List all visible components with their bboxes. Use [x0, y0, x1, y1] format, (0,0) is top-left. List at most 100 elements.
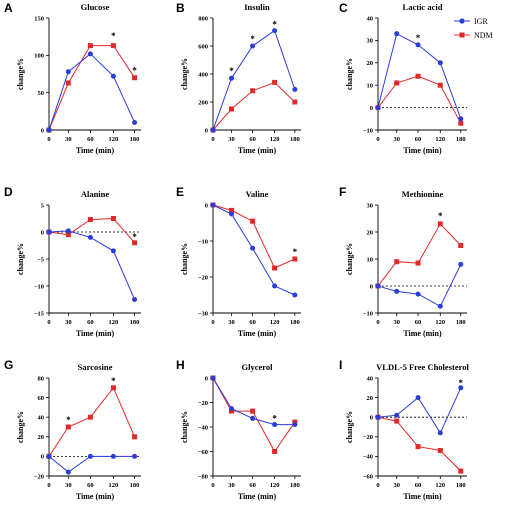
panel-b-point-ndm	[272, 79, 278, 85]
panel-e-xtick-label: 120	[270, 319, 280, 326]
panel-i-point-igr	[437, 430, 443, 436]
panel-c-significance-star: *	[416, 33, 421, 43]
panel-d-ylabel: change%	[16, 243, 25, 275]
panel-c-ylabel: change%	[345, 58, 354, 90]
panel-b-title: Insulin	[244, 2, 270, 12]
panel-e-ytick-label: 0	[205, 202, 208, 209]
panel-b-letter: B	[176, 1, 185, 15]
panel-d-point-ndm	[87, 217, 93, 223]
panel-d-ytick-label: −5	[37, 256, 45, 263]
panel-b-point-igr	[272, 28, 278, 34]
panel-a-point-ndm	[132, 75, 138, 81]
panel-b-ytick-label: 800	[198, 15, 208, 22]
panel-i-ytick-label: 20	[367, 395, 374, 402]
panel-h-point-igr	[228, 406, 234, 412]
panel-c-point-ndm	[415, 73, 421, 79]
panel-i-point-ndm	[437, 448, 443, 454]
panel-e-ylabel: change%	[180, 243, 189, 275]
panel-a-ytick-label: 100	[34, 53, 44, 60]
panel-a-title: Glucose	[81, 2, 110, 12]
panel-c-xtick-label: 180	[456, 136, 466, 143]
panel-i-ylabel: change%	[345, 411, 354, 443]
panel-f-point-igr	[437, 303, 443, 309]
panel-f-significance-star: *	[438, 211, 443, 221]
panel-c-point-igr	[458, 116, 464, 122]
panel-c-xtick-label: 60	[415, 136, 422, 143]
panel-i-letter: I	[339, 358, 342, 372]
panel-h-ytick-label: −40	[198, 424, 208, 431]
panel-g-line-igr	[48, 455, 135, 473]
panel-a-point-ndm	[65, 80, 71, 86]
panel-f-point-igr	[415, 291, 421, 297]
panel-c-point-igr	[415, 42, 421, 48]
panel-g-point-ndm	[132, 434, 138, 440]
panel-f-xtick-label: 30	[393, 319, 400, 326]
panel-a-line-ndm	[48, 45, 136, 131]
panel-e-xlabel: Time (min)	[238, 329, 277, 338]
panel-e-xtick-label: 0	[211, 319, 214, 326]
panel-g-point-ndm	[65, 424, 71, 430]
panel-i-point-ndm	[415, 444, 421, 450]
panel-d-line-igr	[48, 230, 136, 300]
panel-a-ytick-label: 150	[34, 15, 44, 22]
panel-d-point-ndm	[110, 216, 116, 221]
panel-a-point-ndm	[110, 43, 116, 49]
panel-h-ytick-label: 0	[205, 375, 208, 382]
panel-b-point-ndm	[292, 99, 298, 105]
panel-h-xtick-label: 180	[290, 482, 300, 489]
panel-b-significance-star: *	[229, 66, 234, 76]
panel-d-point-igr	[87, 234, 93, 240]
panel-h-xtick-label: 120	[270, 482, 280, 489]
panel-a-xtick-label: 120	[109, 136, 119, 143]
panel-c-ytick-label: 40	[367, 15, 374, 22]
panel-b-xtick-label: 180	[290, 136, 300, 143]
panel-g-ytick-label: −20	[34, 473, 44, 480]
panel-f-point-igr	[394, 288, 400, 294]
panel-b-significance-star: *	[272, 19, 277, 29]
panel-d-ytick-label: 5	[41, 202, 45, 209]
panel-a-line-igr	[48, 53, 136, 131]
panel-h-point-igr	[292, 422, 298, 428]
panel-c-title: Lactic acid	[403, 2, 443, 12]
legend-marker-igr	[459, 18, 465, 24]
panel-g-xtick-label: 180	[130, 482, 140, 489]
panel-b: B Insulin 0 200 400 600 800 0 30 60 120 180 Time (mi…	[176, 1, 301, 155]
legend: IGR NDM	[454, 17, 493, 40]
panel-e-point-igr	[292, 292, 298, 298]
panel-h-point-ndm	[250, 408, 256, 414]
legend-label-igr: IGR	[474, 17, 488, 26]
panel-f-letter: F	[339, 185, 346, 199]
panel-a-point-igr	[110, 73, 116, 79]
panel-e-ytick-label: −20	[198, 274, 208, 281]
panel-g-point-ndm	[110, 385, 116, 391]
panel-g-ytick-label: 80	[38, 375, 45, 382]
panel-c-xlabel: Time (min)	[403, 146, 442, 155]
panel-b-ytick-label: 0	[205, 127, 208, 134]
panel-g-point-igr	[87, 453, 93, 459]
panel-g-significance-star: *	[66, 415, 71, 425]
panel-f-point-ndm	[437, 221, 443, 227]
panel-g-ytick-label: 40	[38, 415, 45, 422]
panel-g-ytick-label: 0	[41, 454, 44, 461]
panel-g-xtick-label: 60	[87, 482, 94, 489]
panel-f-line-ndm	[377, 223, 462, 287]
panel-f-point-ndm	[458, 243, 464, 248]
panel-h: H Glycerol −80 −60 −40 −20 0 0 30 60 120 180 Time (m…	[176, 358, 301, 501]
panel-g-point-igr	[110, 453, 116, 459]
panel-d-xtick-label: 120	[109, 319, 119, 326]
panel-a-significance-star: *	[111, 31, 116, 41]
panel-f-xtick-label: 180	[456, 319, 466, 326]
panel-e-ytick-label: −10	[198, 238, 208, 245]
panel-e-line-ndm	[212, 204, 296, 269]
panel-b-ytick-label: 200	[198, 99, 208, 106]
panel-h-point-igr	[250, 415, 256, 421]
panel-d-point-ndm	[65, 232, 71, 238]
panel-i-xtick-label: 30	[393, 482, 400, 489]
panel-c-point-igr	[375, 105, 381, 111]
panel-g-point-ndm	[87, 414, 93, 420]
panel-g-letter: G	[4, 358, 13, 372]
panel-a-xtick-label: 60	[87, 136, 94, 143]
panel-i-point-igr	[458, 385, 464, 391]
panel-b-point-ndm	[228, 106, 234, 112]
